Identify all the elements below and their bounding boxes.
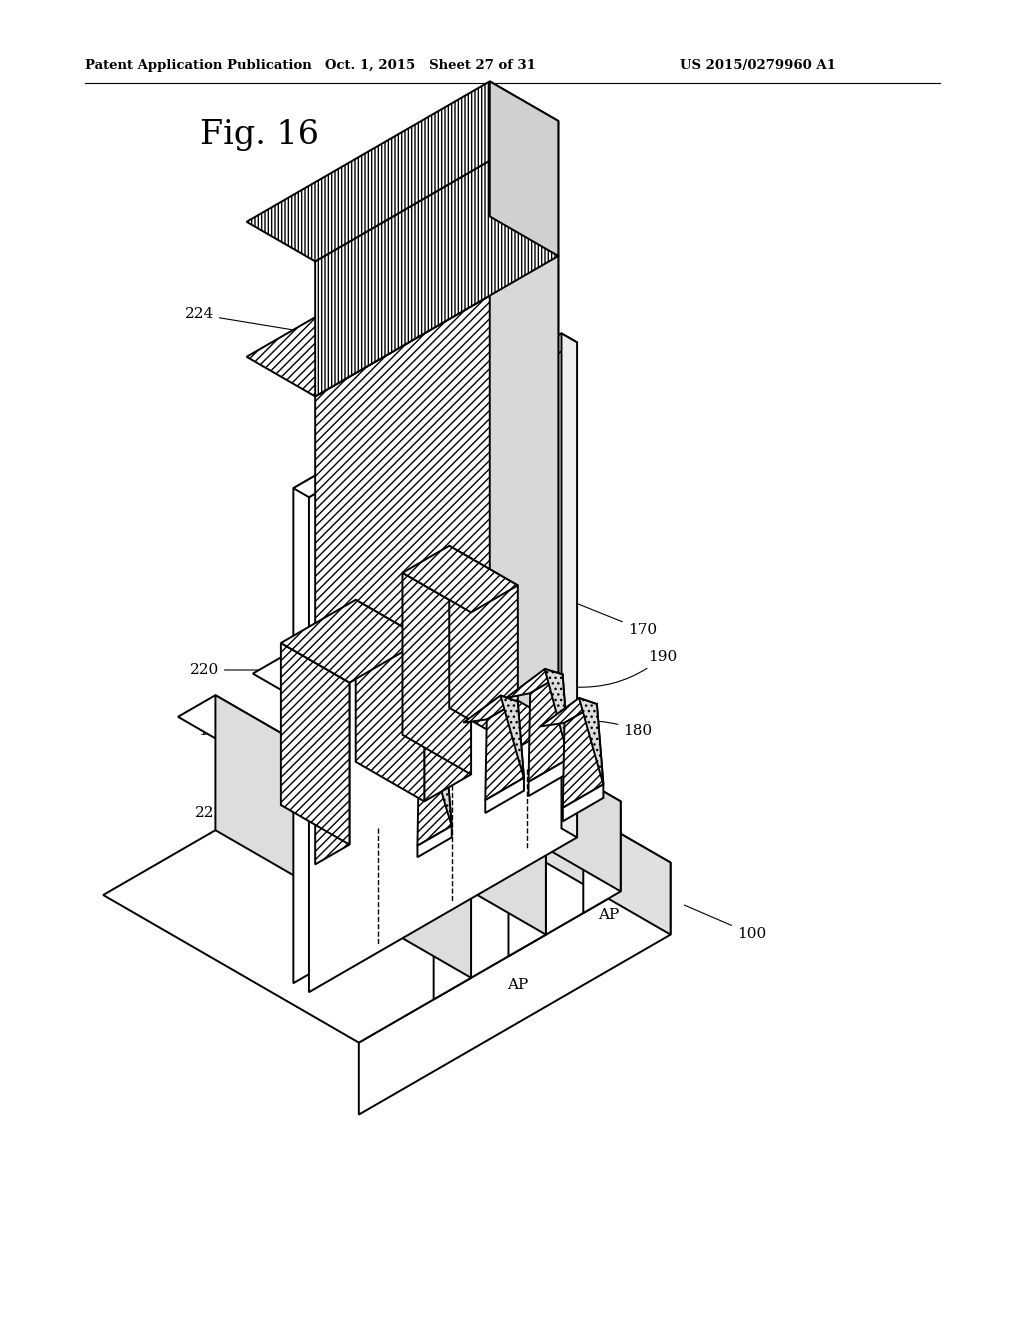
Polygon shape [309,342,578,993]
Polygon shape [418,758,452,846]
Polygon shape [579,698,603,784]
Polygon shape [293,334,578,498]
Polygon shape [563,784,603,821]
Polygon shape [315,256,558,865]
Text: 130: 130 [199,723,315,751]
Polygon shape [178,696,471,865]
Polygon shape [545,669,569,759]
Polygon shape [361,730,412,812]
Polygon shape [437,686,486,770]
Polygon shape [471,737,621,822]
Polygon shape [433,842,471,999]
Polygon shape [281,599,424,682]
Polygon shape [247,216,558,396]
Polygon shape [561,334,578,837]
Polygon shape [485,777,524,813]
Polygon shape [501,696,524,777]
Text: 190: 190 [575,649,677,688]
Polygon shape [456,715,486,787]
Polygon shape [315,121,558,396]
Polygon shape [430,752,452,826]
Text: 224: 224 [184,308,306,333]
Polygon shape [355,599,424,801]
Polygon shape [489,216,558,723]
Polygon shape [506,669,562,698]
Polygon shape [540,698,597,726]
Polygon shape [402,545,518,612]
Text: Fig. 16: Fig. 16 [200,119,319,150]
Text: US 2015/0279960 A1: US 2015/0279960 A1 [680,58,836,71]
Polygon shape [247,82,558,261]
Polygon shape [450,545,518,747]
Polygon shape [406,686,486,733]
Polygon shape [528,759,569,796]
Text: 170: 170 [570,601,656,636]
Polygon shape [103,715,671,1043]
Polygon shape [290,652,546,935]
Polygon shape [463,696,518,722]
Polygon shape [528,675,569,781]
Polygon shape [509,800,546,956]
Polygon shape [253,652,546,821]
Polygon shape [489,82,558,256]
Polygon shape [331,730,412,776]
Polygon shape [415,715,671,935]
Polygon shape [215,696,471,978]
Text: 100: 100 [684,906,766,941]
Polygon shape [381,758,412,830]
Text: Patent Application Publication: Patent Application Publication [85,58,311,71]
Text: AP: AP [598,908,620,921]
Text: AP: AP [507,978,528,993]
Polygon shape [293,334,561,983]
Polygon shape [358,862,671,1114]
Text: 220: 220 [189,663,301,677]
Text: CHR: CHR [437,809,525,859]
Polygon shape [418,826,452,857]
Polygon shape [485,701,524,800]
Polygon shape [397,752,446,776]
Polygon shape [402,573,471,775]
Text: 222: 222 [195,807,301,822]
Polygon shape [584,801,621,913]
Polygon shape [563,704,603,808]
Text: 180: 180 [541,721,652,738]
Text: Oct. 1, 2015   Sheet 27 of 31: Oct. 1, 2015 Sheet 27 of 31 [325,58,536,71]
Polygon shape [281,643,349,845]
Polygon shape [509,737,621,891]
